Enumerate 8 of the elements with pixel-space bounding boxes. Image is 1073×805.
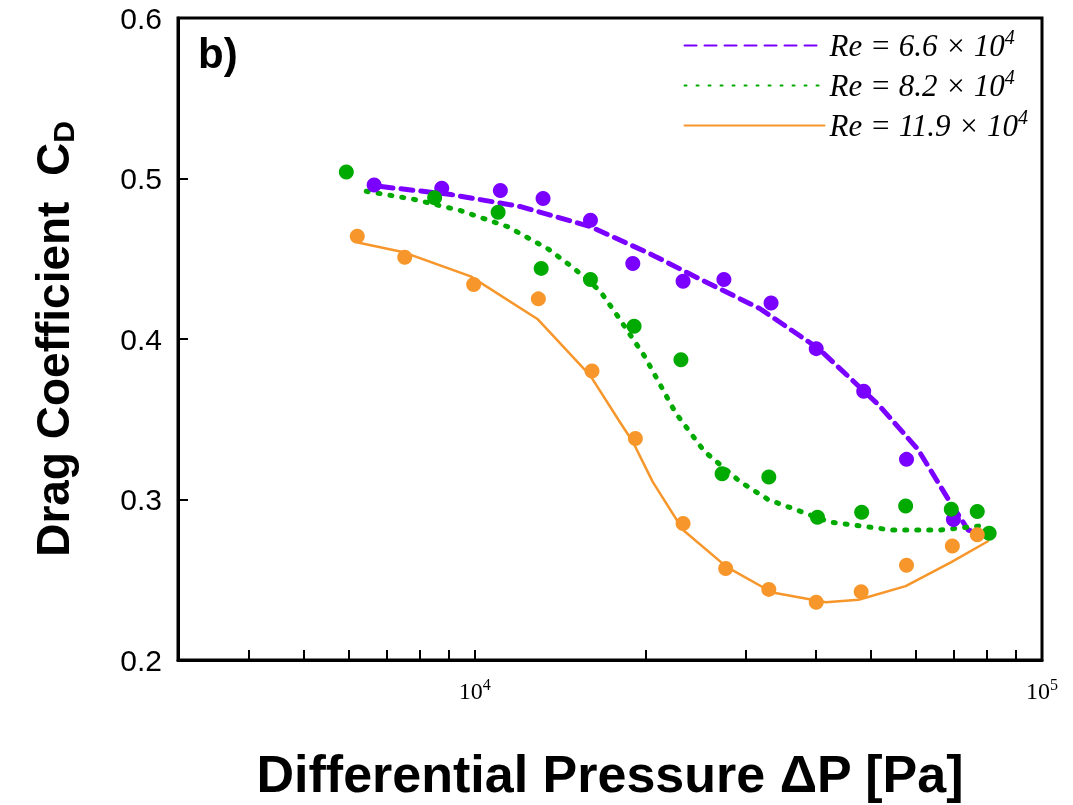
y-tick-label: 0.2: [120, 643, 162, 677]
y-tick-label: 0.5: [120, 162, 162, 195]
y-tick-label: 0.3: [120, 483, 162, 516]
annotation: b): [198, 29, 238, 77]
y-axis-title: Drag Coefficient CD: [26, 121, 80, 557]
x-axis-title: Differential Pressure ΔP [Pa]: [256, 745, 964, 803]
y-tick-label: 0.4: [120, 322, 162, 356]
y-tick-label: 0.6: [120, 1, 162, 35]
